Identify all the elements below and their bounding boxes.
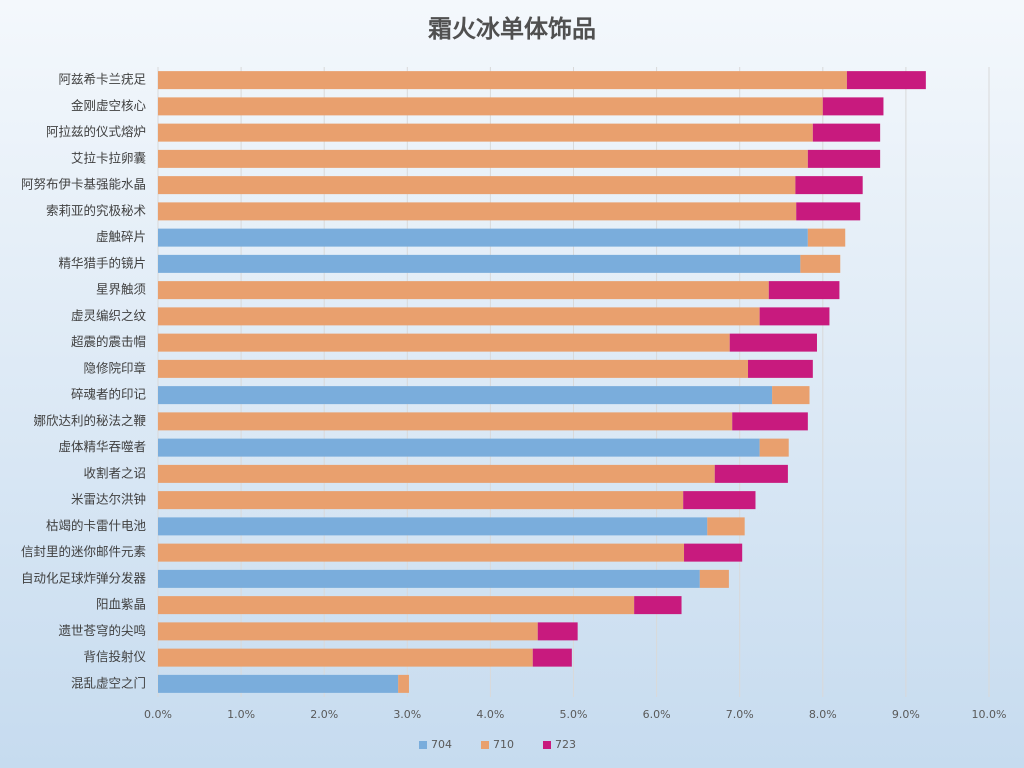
y-tick-label: 自动化足球炸弹分发器 <box>21 570 147 585</box>
bar-segment <box>158 281 769 300</box>
y-tick-label: 阿拉兹的仪式熔炉 <box>46 124 146 139</box>
x-tick-label: 0.0% <box>144 708 172 721</box>
bar-segment <box>158 648 533 667</box>
y-tick-label: 混乱虚空之门 <box>71 675 146 690</box>
x-tick-label: 5.0% <box>560 708 588 721</box>
y-tick-label: 虚灵编织之纹 <box>71 308 147 323</box>
x-tick-label: 4.0% <box>476 708 504 721</box>
bar-segment <box>537 622 578 641</box>
y-tick-label: 索莉亚的究极秘术 <box>46 203 147 218</box>
bar-segment <box>158 596 635 615</box>
y-tick-label: 阳血紫晶 <box>96 597 146 612</box>
bar-segment <box>158 202 797 221</box>
y-tick-label: 阿努布伊卡基强能水晶 <box>21 177 146 192</box>
bar-segment <box>634 596 682 615</box>
y-tick-label: 信封里的迷你邮件元素 <box>21 544 146 559</box>
bar-segment <box>732 412 808 431</box>
bar-segment <box>807 228 846 247</box>
bar-segment <box>398 674 409 693</box>
y-tick-label: 艾拉卡拉卵囊 <box>71 150 146 165</box>
bar-segment <box>684 543 743 562</box>
bar-segment <box>699 569 729 588</box>
bar-segment <box>158 491 684 510</box>
bar-segment <box>759 438 789 457</box>
y-tick-label: 娜欣达利的秘法之鞭 <box>33 413 146 428</box>
y-tick-label: 米雷达尔洪钟 <box>71 492 146 507</box>
x-tick-label: 6.0% <box>643 708 671 721</box>
bar-segment <box>158 307 760 326</box>
bar-segment <box>772 386 810 405</box>
bar-segment <box>158 674 399 693</box>
bar-segment <box>846 71 926 90</box>
bar-segment <box>158 228 808 247</box>
bar-segment <box>683 491 756 510</box>
bar-segment <box>158 622 538 641</box>
bar-segment <box>807 149 881 168</box>
bar-segment <box>812 123 881 142</box>
bar-segment <box>158 438 760 457</box>
bar-segment <box>158 569 700 588</box>
bar-segment <box>714 464 788 483</box>
bar-segment <box>532 648 572 667</box>
bar-segment <box>729 333 817 352</box>
y-tick-label: 背信投射仪 <box>83 649 146 664</box>
legend-swatch <box>481 741 489 749</box>
bar-segment <box>158 123 813 142</box>
bar-segment <box>158 149 808 168</box>
bar-segment <box>707 517 745 536</box>
bar-segment <box>158 386 773 405</box>
x-tick-label: 2.0% <box>310 708 338 721</box>
legend-label: 723 <box>555 738 576 751</box>
bar-segment <box>158 333 730 352</box>
x-tick-label: 3.0% <box>393 708 421 721</box>
legend-label: 710 <box>493 738 514 751</box>
y-tick-label: 精华猎手的镜片 <box>58 255 146 270</box>
bar-segment <box>158 412 733 431</box>
chart-title: 霜火冰单体饰品 <box>428 15 596 43</box>
y-tick-label: 遗世苍穹的尖鸣 <box>58 623 146 638</box>
legend-swatch <box>543 741 551 749</box>
bar-segment <box>158 517 708 536</box>
bar-segment <box>822 97 884 116</box>
bar-segment <box>800 254 841 273</box>
bar-segment <box>795 176 863 195</box>
bar-segment <box>759 307 830 326</box>
bar-segment <box>158 176 796 195</box>
legend-swatch <box>419 741 427 749</box>
y-tick-label: 隐修院印章 <box>83 360 146 375</box>
x-tick-label: 1.0% <box>227 708 255 721</box>
y-tick-label: 碎魂者的印记 <box>71 387 147 402</box>
bar-segment <box>158 359 749 378</box>
bar-segment <box>748 359 813 378</box>
y-tick-label: 金刚虚空核心 <box>71 98 147 113</box>
y-tick-label: 星界触须 <box>96 282 147 297</box>
y-tick-label: 虚触碎片 <box>96 229 146 244</box>
x-tick-label: 7.0% <box>726 708 754 721</box>
x-tick-label: 10.0% <box>972 708 1007 721</box>
bar-segment <box>158 97 823 116</box>
y-tick-label: 收割者之诏 <box>83 465 146 480</box>
y-tick-label: 枯竭的卡雷什电池 <box>46 518 147 533</box>
x-tick-label: 9.0% <box>892 708 920 721</box>
bar-segment <box>158 254 801 273</box>
bar-segment <box>158 464 715 483</box>
y-tick-label: 阿兹希卡兰疣足 <box>58 72 146 87</box>
bar-segment <box>158 71 847 90</box>
bar-segment <box>158 543 685 562</box>
x-tick-label: 8.0% <box>809 708 837 721</box>
legend-label: 704 <box>431 738 452 751</box>
y-tick-label: 虚体精华吞噬者 <box>58 439 146 454</box>
y-tick-label: 超震的震击帽 <box>71 334 146 349</box>
bar-segment <box>768 281 840 300</box>
bar-segment <box>796 202 861 221</box>
